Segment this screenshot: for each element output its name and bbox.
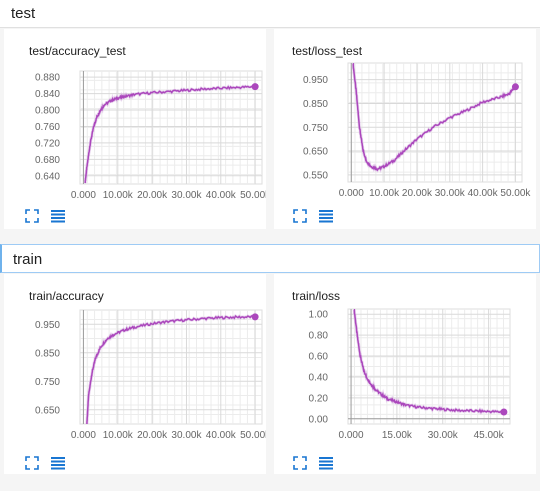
x-tick-label: 10.00k <box>103 430 134 441</box>
chart-title: train/accuracy <box>29 289 104 303</box>
chart-card-train-loss: train/loss 0.00 0.20 0.40 0.60 0.80 1.00 0.000… <box>274 274 536 474</box>
x-tick-label: 0.000 <box>339 430 364 441</box>
section-header-train[interactable]: train <box>0 244 540 273</box>
y-tick-label: 0.850 <box>35 348 60 359</box>
expand-icon[interactable] <box>293 209 307 223</box>
x-tick-label: 40.00k <box>468 188 499 199</box>
x-tick-label: 30.00k <box>428 430 459 441</box>
chart-card-loss-test: test/loss_test 0.550 0.650 0.750 0.850 0.950… <box>274 29 536 229</box>
x-tick-label: 50.00k <box>240 190 266 201</box>
y-tick-label: 0.850 <box>303 99 328 110</box>
y-tick-label: 0.750 <box>35 377 60 388</box>
x-tick-label: 20.00k <box>137 430 168 441</box>
last-point-marker <box>251 313 259 321</box>
x-tick-label: 45.00k <box>474 430 505 441</box>
y-tick-label: 1.00 <box>309 310 329 321</box>
y-tick-label: 0.800 <box>35 106 60 117</box>
chart-card-accuracy-test: test/accuracy_test 0.640 0.680 0.720 0.760 0… <box>4 29 266 229</box>
y-tick-label: 0.80 <box>309 331 329 342</box>
y-tick-label: 0.550 <box>303 170 328 181</box>
chart-train-loss: 0.00 0.20 0.40 0.60 0.80 1.00 0.000 15.00k 30.00… <box>309 308 511 441</box>
x-tick-label: 20.00k <box>402 188 433 199</box>
data-table-icon[interactable] <box>319 209 333 223</box>
y-tick-label: 0.640 <box>35 171 60 182</box>
y-tick-label: 0.760 <box>35 122 60 133</box>
last-point-marker <box>511 83 519 91</box>
y-tick-label: 0.950 <box>35 320 60 331</box>
chart-title: test/accuracy_test <box>29 44 126 58</box>
y-tick-label: 0.60 <box>309 352 329 363</box>
x-tick-label: 40.00k <box>206 190 237 201</box>
y-tick-label: 0.720 <box>35 138 60 149</box>
x-tick-label: 30.00k <box>171 430 202 441</box>
last-point-marker <box>500 408 508 416</box>
x-tick-label: 30.00k <box>435 188 466 199</box>
x-tick-label: 50.00k <box>240 430 266 441</box>
x-tick-label: 30.00k <box>171 190 202 201</box>
y-tick-label: 0.950 <box>303 75 328 86</box>
x-tick-label: 0.000 <box>71 190 96 201</box>
data-table-icon[interactable] <box>51 456 65 470</box>
y-tick-label: 0.40 <box>309 372 329 383</box>
chart-loss-test: 0.550 0.650 0.750 0.850 0.950 0.000 10.00k 20.0… <box>303 62 531 199</box>
series-line <box>353 309 504 414</box>
x-tick-label: 50.00k <box>500 188 531 199</box>
x-tick-label: 10.00k <box>369 188 400 199</box>
chart-title: train/loss <box>292 289 341 303</box>
y-tick-label: 0.680 <box>35 155 60 166</box>
section-title: test <box>11 5 36 22</box>
x-tick-label: 40.00k <box>206 430 237 441</box>
data-table-icon[interactable] <box>319 456 333 470</box>
series-line <box>84 85 256 184</box>
chart-title: test/loss_test <box>292 44 363 58</box>
expand-icon[interactable] <box>25 209 39 223</box>
y-tick-label: 0.20 <box>309 393 329 404</box>
x-tick-label: 0.000 <box>71 430 96 441</box>
x-tick-label: 20.00k <box>137 190 168 201</box>
x-tick-label: 0.000 <box>339 188 364 199</box>
section-title: train <box>13 251 43 268</box>
data-table-icon[interactable] <box>51 209 65 223</box>
expand-icon[interactable] <box>25 456 39 470</box>
x-tick-label: 10.00k <box>103 190 134 201</box>
chart-train-accuracy: 0.650 0.750 0.850 0.950 0.000 10.00k 20.00k 30.… <box>35 309 266 441</box>
y-tick-label: 0.00 <box>309 414 329 425</box>
chart-accuracy-test: 0.640 0.680 0.720 0.760 0.800 0.840 0.880 0.000… <box>35 70 266 201</box>
section-header-test[interactable]: test <box>0 0 540 28</box>
expand-icon[interactable] <box>293 456 307 470</box>
series-line <box>352 63 517 172</box>
y-tick-label: 0.650 <box>35 405 60 416</box>
series-line <box>86 314 256 424</box>
y-tick-label: 0.750 <box>303 123 328 134</box>
y-tick-label: 0.650 <box>303 147 328 158</box>
y-tick-label: 0.840 <box>35 89 60 100</box>
x-tick-label: 15.00k <box>382 430 413 441</box>
chart-card-train-accuracy: train/accuracy 0.650 0.750 0.850 0.950 0.000… <box>4 274 266 474</box>
last-point-marker <box>251 83 259 91</box>
y-tick-label: 0.880 <box>35 73 60 84</box>
